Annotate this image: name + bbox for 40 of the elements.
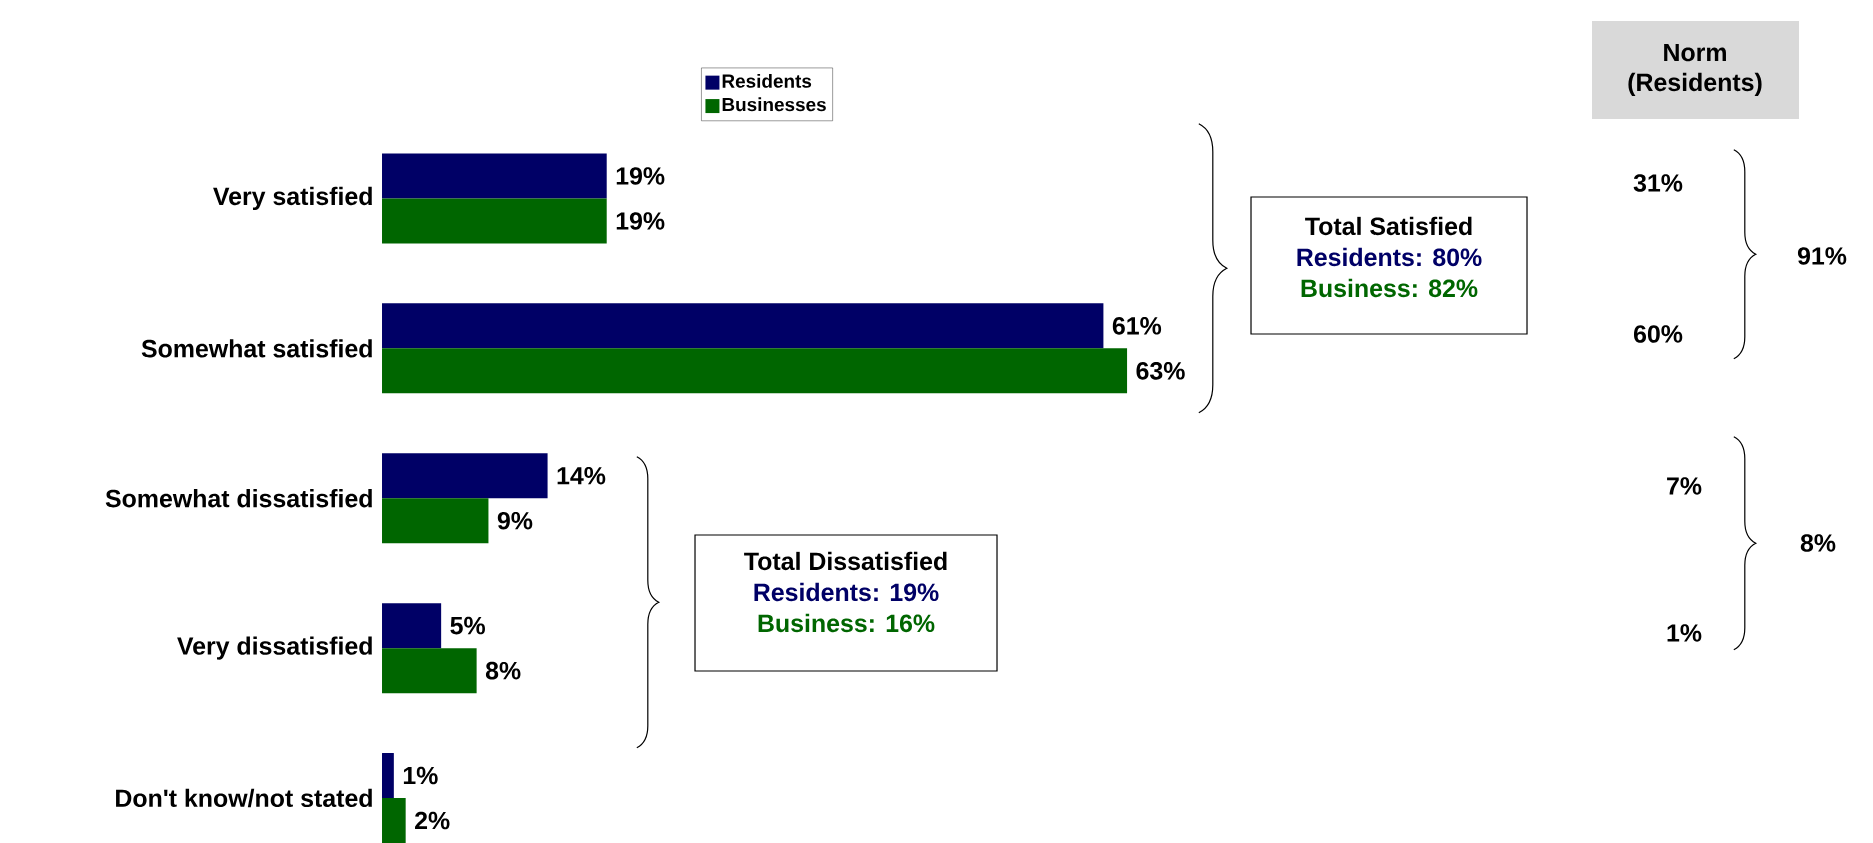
bar (382, 648, 477, 694)
y-tick-label: Somewhat dissatisfied (105, 489, 372, 508)
bar (382, 798, 406, 843)
text: Business: 82% (1301, 278, 1478, 298)
data-label: 19% (616, 212, 665, 230)
text: 91% (1797, 247, 1847, 265)
data-label: 2% (415, 811, 450, 830)
text: 60% (1633, 325, 1683, 343)
bar (382, 453, 548, 499)
text: Total Satisfied (1305, 216, 1472, 236)
text: Norm (Residents) (1628, 43, 1762, 97)
annotation: Total Dissatisfied (744, 551, 947, 571)
data-label: 63% (1136, 362, 1185, 380)
bar (382, 348, 1128, 394)
data-label: 19% (616, 167, 665, 185)
data-label: 14% (557, 466, 606, 485)
legend-label: Businesses (722, 97, 826, 112)
y-tick-label: Somewhat satisfied (141, 339, 372, 358)
bar (382, 498, 489, 544)
annotation: Residents: 19% (754, 582, 939, 602)
bar (382, 153, 607, 199)
y-tick-label: Very satisfied (213, 186, 372, 211)
annotation: Business: 16% (758, 613, 935, 633)
bar (382, 198, 607, 244)
text: Residents: 80% (1297, 247, 1482, 267)
y-tick-label: Very dissatisfied (177, 636, 372, 660)
text: 31% (1633, 174, 1683, 192)
data-label: 9% (497, 511, 533, 530)
data-label: 5% (450, 616, 485, 635)
bar (382, 753, 394, 799)
bar (382, 603, 442, 649)
text: 7% (1667, 477, 1702, 495)
bar (382, 303, 1104, 349)
data-label: 1% (403, 766, 438, 785)
y-tick-label: Don't know/not stated (116, 788, 372, 808)
legend-label: Residents (722, 73, 812, 88)
data-label: 61% (1112, 317, 1162, 335)
text: 1% (1667, 624, 1702, 642)
text: 8% (1800, 534, 1836, 552)
data-label: 8% (485, 661, 521, 680)
